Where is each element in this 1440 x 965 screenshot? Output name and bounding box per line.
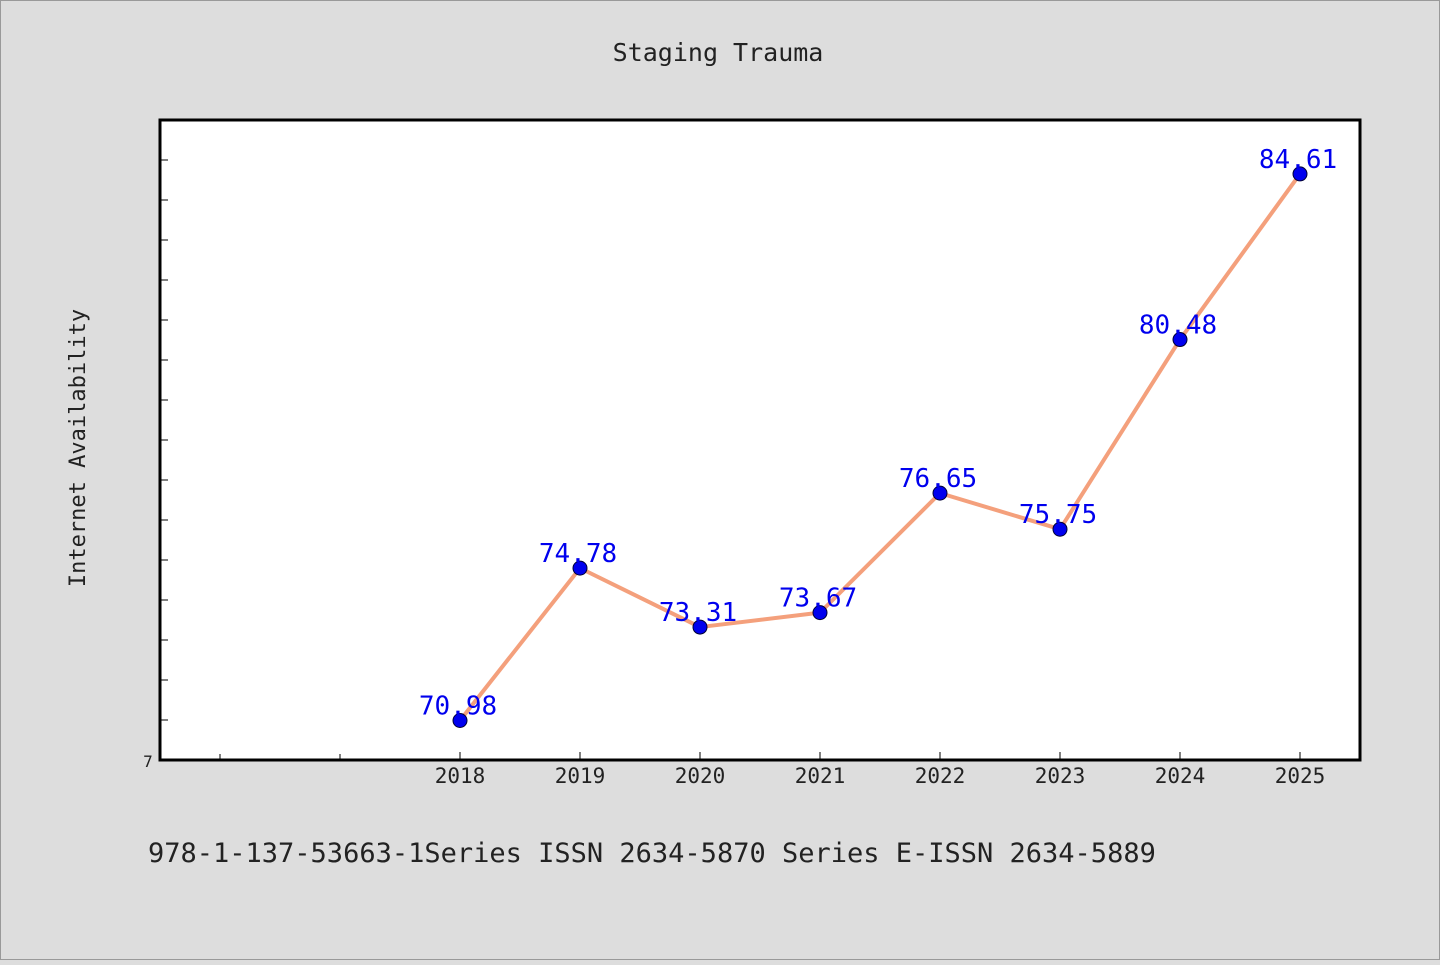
x-axis-ticks: 2018 2019 2020 2021 2022 2023 2024 2025 [219,752,1326,788]
data-label-2019: 74.78 [539,539,617,569]
data-label-2018: 70.98 [419,692,497,722]
data-label-2023: 75.75 [1019,500,1097,530]
plot-area [158,118,1362,762]
footer-isbn-text: 978-1-137-53663-1Series ISSN 2634-5870 S… [148,838,1156,869]
x-tick-label-2022: 2022 [915,764,966,788]
x-tick-label-2024: 2024 [1155,764,1206,788]
data-point-2022 [932,485,948,501]
data-point-2018 [452,713,468,728]
data-label-2024: 80.48 [1139,311,1217,341]
series-line [458,171,1302,723]
data-labels-layer: 70.98 74.78 73.31 73.67 76.65 75.75 80.48 84.61 [419,145,1337,722]
data-label-2022: 76.65 [899,464,977,494]
x-tick-label-2019: 2019 [555,764,606,788]
data-label-2025: 84.61 [1259,145,1337,175]
data-label-2020: 73.31 [659,598,737,628]
data-point-2019 [572,560,588,576]
x-tick-label-2023: 2023 [1035,764,1086,788]
chart-title: Staging Trauma [613,38,824,67]
data-point-2024 [1172,332,1188,348]
y-tick-label: 7 [143,752,153,771]
series-layer [452,166,1308,728]
data-label-2021: 73.67 [779,584,857,614]
x-tick-label-2021: 2021 [795,764,846,788]
data-point-2023 [1052,521,1068,537]
x-tick-label-2020: 2020 [675,764,726,788]
y-axis-label: Internet Availability [66,309,91,587]
data-point-2021 [812,605,828,621]
x-tick-label-2025: 2025 [1275,764,1326,788]
data-point-2020 [692,619,708,635]
y-axis-ticks [160,159,168,761]
data-point-2025 [1292,166,1308,182]
x-tick-label-2018: 2018 [435,764,486,788]
